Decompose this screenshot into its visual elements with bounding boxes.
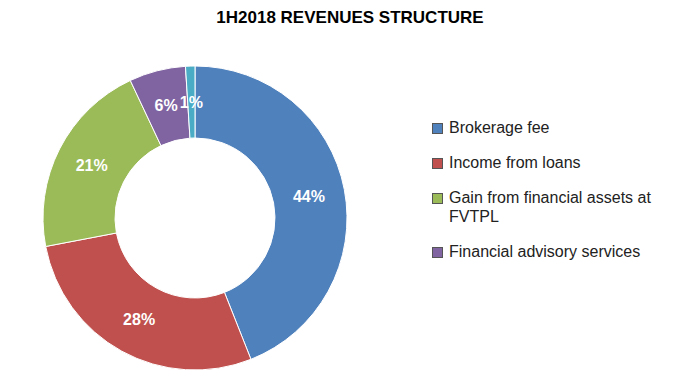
html-text:Gain from financial assets at: Gain from financial assets at FVTPL bbox=[449, 189, 651, 225]
svg-text:6%: 6% bbox=[155, 97, 178, 114]
html-text:1H2018 REVENUES STRUCTURE: 1H2018 REVENUES STRUCTURE bbox=[216, 8, 484, 27]
svg-text:21%: 21% bbox=[76, 157, 108, 174]
html-text:Financial advisory services: Financial advisory services bbox=[449, 243, 641, 260]
html-text:Income from loans: Income from loans bbox=[449, 154, 581, 171]
svg-text:28%: 28% bbox=[123, 311, 155, 328]
svg-text:44%: 44% bbox=[293, 188, 325, 205]
svg-text:1%: 1% bbox=[180, 94, 203, 111]
html-text:Brokerage fee: Brokerage fee bbox=[449, 119, 550, 136]
